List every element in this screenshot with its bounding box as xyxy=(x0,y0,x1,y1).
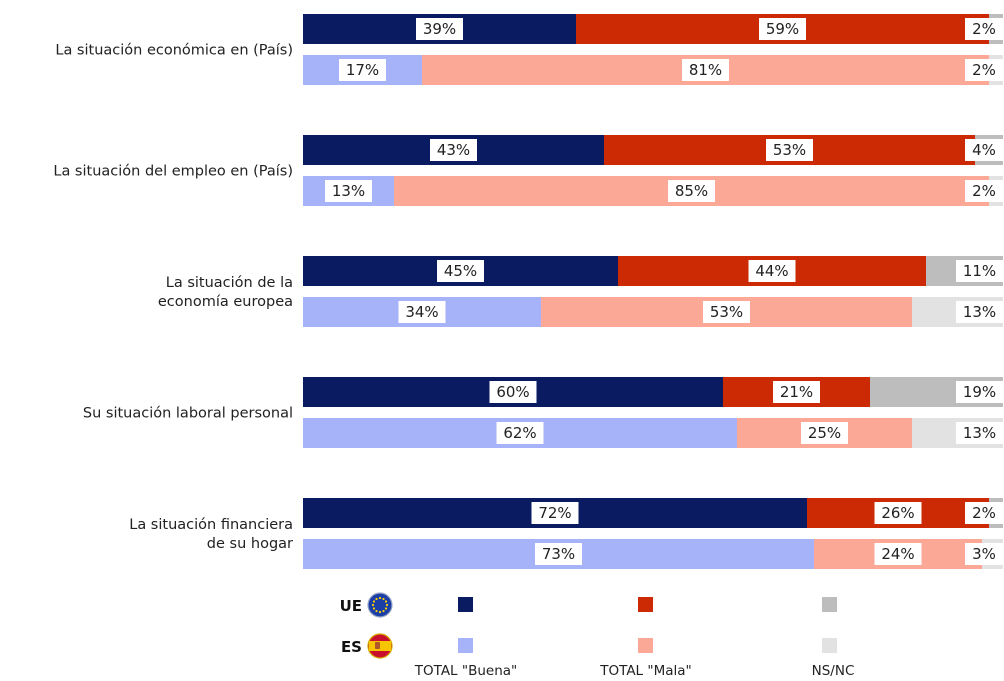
data-label: 60% xyxy=(496,383,529,401)
data-label-box xyxy=(437,260,484,282)
category-2: La situación de la economía europea 45% 44%… xyxy=(158,256,1003,327)
data-label-box xyxy=(965,502,1003,524)
category-4: La situación financiera de su hogar 72% 26%… xyxy=(129,498,1003,569)
data-label-box xyxy=(535,543,582,565)
data-label: 85% xyxy=(675,182,708,200)
data-label-box xyxy=(325,180,372,202)
data-label: 73% xyxy=(542,545,575,563)
data-label-box xyxy=(489,381,537,403)
data-label: 44% xyxy=(755,262,788,280)
data-label-box xyxy=(430,139,477,161)
data-label: 81% xyxy=(689,61,722,79)
data-label: 43% xyxy=(437,141,470,159)
data-label-box xyxy=(956,260,1003,282)
data-label-box xyxy=(965,180,1003,202)
data-label: 13% xyxy=(963,424,996,442)
category-0: La situación económica en (País) 39% 59% 2%… xyxy=(55,14,1003,85)
legend-series-name: TOTAL "Buena" xyxy=(414,663,518,679)
legend-group-code: UE xyxy=(340,597,362,615)
legend-series-name: TOTAL "Mala" xyxy=(599,663,691,679)
data-label: 13% xyxy=(332,182,365,200)
data-label-box xyxy=(956,381,1003,403)
spain-flag-icon xyxy=(367,633,393,659)
eu-flag-icon xyxy=(367,592,393,618)
legend-group-code: ES xyxy=(341,638,362,656)
data-label: 11% xyxy=(963,262,996,280)
category-3: Su situación laboral personal 60% 21% 19% 62… xyxy=(83,377,1003,448)
legend-swatch xyxy=(822,638,837,653)
data-label: 25% xyxy=(808,424,841,442)
data-label: 59% xyxy=(766,20,799,38)
data-label-box xyxy=(801,422,848,444)
data-label-box xyxy=(398,301,446,323)
data-label-box xyxy=(874,543,922,565)
data-label: 24% xyxy=(881,545,914,563)
data-label: 53% xyxy=(710,303,743,321)
category-label: La situación del empleo en (País) xyxy=(53,164,293,180)
data-label-box xyxy=(682,59,729,81)
legend-swatch xyxy=(458,597,473,612)
legend-swatch xyxy=(458,638,473,653)
data-label: 2% xyxy=(972,61,996,79)
category-1: La situación del empleo en (País) 43% 53% 4… xyxy=(53,135,1003,206)
data-label: 62% xyxy=(503,424,536,442)
data-label: 19% xyxy=(963,383,996,401)
legend: UE ES TOTAL "Buena" TOTAL "Mala" NS/NC xyxy=(340,592,855,679)
data-label: 45% xyxy=(444,262,477,280)
data-label: 39% xyxy=(423,20,456,38)
data-label-box xyxy=(874,502,922,524)
category-label: La situación de la xyxy=(166,275,293,291)
data-label: 3% xyxy=(972,545,996,563)
data-label-box xyxy=(703,301,750,323)
legend-swatch xyxy=(638,638,653,653)
category-label: La situación financiera xyxy=(129,517,293,533)
data-label: 17% xyxy=(346,61,379,79)
data-label-box xyxy=(965,18,1003,40)
data-label: 34% xyxy=(405,303,438,321)
data-label-box xyxy=(416,18,463,40)
category-label: Su situación laboral personal xyxy=(83,406,293,422)
legend-swatch xyxy=(638,597,653,612)
data-label-box xyxy=(965,543,1003,565)
legend-swatch xyxy=(822,597,837,612)
data-label-box xyxy=(496,422,544,444)
data-label-box xyxy=(956,422,1003,444)
data-label-box xyxy=(965,139,1003,161)
data-label-box xyxy=(531,502,579,524)
data-label: 2% xyxy=(972,504,996,522)
data-label: 72% xyxy=(538,504,571,522)
data-label: 2% xyxy=(972,20,996,38)
data-label: 26% xyxy=(881,504,914,522)
data-label: 13% xyxy=(963,303,996,321)
category-label: La situación económica en (País) xyxy=(55,43,293,59)
data-label: 21% xyxy=(780,383,813,401)
category-label: economía europea xyxy=(158,294,293,310)
data-label-box xyxy=(773,381,820,403)
data-label-box xyxy=(748,260,796,282)
data-label-box xyxy=(339,59,386,81)
legend-series-name: NS/NC xyxy=(812,663,855,679)
data-label-box xyxy=(766,139,813,161)
data-label-box xyxy=(956,301,1003,323)
data-label: 53% xyxy=(773,141,806,159)
data-label: 2% xyxy=(972,182,996,200)
category-label: de su hogar xyxy=(207,536,293,552)
data-label-box xyxy=(668,180,715,202)
data-label: 4% xyxy=(972,141,996,159)
data-label-box xyxy=(759,18,806,40)
data-label-box xyxy=(965,59,1003,81)
